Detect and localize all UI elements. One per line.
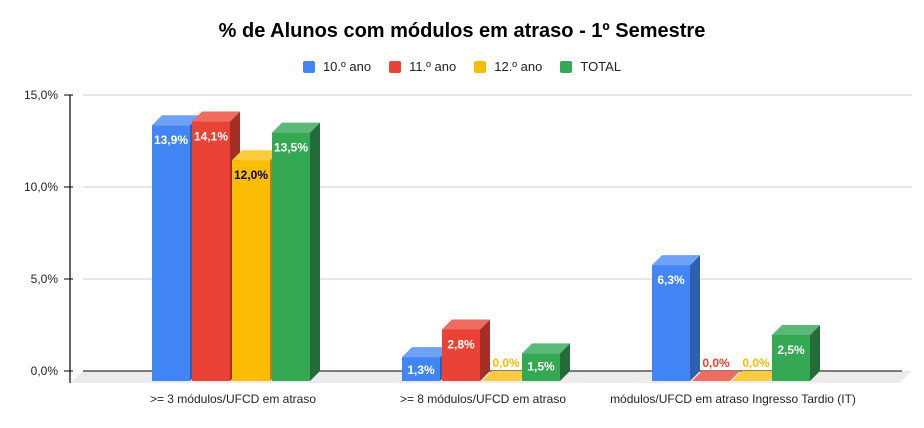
bar[interactable]: 2,5%	[772, 325, 820, 381]
bar[interactable]: 2,8%	[442, 319, 490, 381]
data-label: 2,5%	[777, 343, 805, 357]
legend-item[interactable]: 12.º ano	[474, 59, 542, 74]
data-label: 1,5%	[527, 359, 555, 373]
y-tick-label: 0,0%	[31, 364, 59, 378]
y-tick-label: 15,0%	[24, 88, 58, 102]
bar[interactable]: 0,0%	[732, 356, 780, 381]
legend-item[interactable]: 10.º ano	[302, 59, 372, 74]
data-label: 0,0%	[492, 356, 520, 370]
chart-title: % de Alunos com módulos em atraso - 1º S…	[218, 20, 706, 42]
legend-item[interactable]: 11.º ano	[389, 59, 456, 74]
y-tick-label: 5,0%	[31, 272, 59, 286]
data-label: 2,8%	[447, 337, 475, 351]
bar[interactable]: 14,1%	[192, 111, 240, 381]
legend-swatch	[474, 60, 487, 73]
data-label: 0,0%	[742, 356, 770, 370]
x-category-label: >= 8 módulos/UFCD em atraso	[400, 392, 566, 406]
x-category-label: >= 3 módulos/UFCD em atraso	[150, 392, 316, 406]
legend-swatch	[560, 60, 573, 73]
bar[interactable]: 1,5%	[522, 343, 570, 381]
bar[interactable]: 13,5%	[272, 122, 320, 381]
legend-item[interactable]: TOTAL	[560, 59, 621, 74]
legend-swatch	[302, 60, 315, 73]
legend-label: 12.º ano	[494, 59, 543, 74]
bar[interactable]: 12,0%	[232, 150, 280, 381]
bar[interactable]: 0,0%	[692, 356, 740, 381]
legend-label: 10.º ano	[322, 59, 372, 74]
data-label: 12,0%	[234, 168, 268, 182]
data-label: 14,1%	[194, 130, 228, 144]
legend-label: TOTAL	[580, 59, 622, 74]
legend-swatch	[389, 60, 402, 73]
legend-label: 11.º ano	[409, 59, 457, 74]
bar[interactable]: 0,0%	[482, 356, 530, 381]
y-tick-label: 10,0%	[24, 180, 58, 194]
data-label: 6,3%	[657, 273, 685, 287]
data-label: 13,5%	[274, 141, 308, 155]
bar[interactable]: 6,3%	[652, 255, 700, 381]
data-label: 0,0%	[702, 356, 730, 370]
legend: 10.º ano 11.º ano 12.º ano TOTAL	[0, 59, 924, 74]
data-label: 13,9%	[154, 133, 188, 147]
data-label: 1,3%	[407, 363, 435, 377]
x-category-label: módulos/UFCD em atraso Ingresso Tardio (…	[610, 392, 856, 406]
